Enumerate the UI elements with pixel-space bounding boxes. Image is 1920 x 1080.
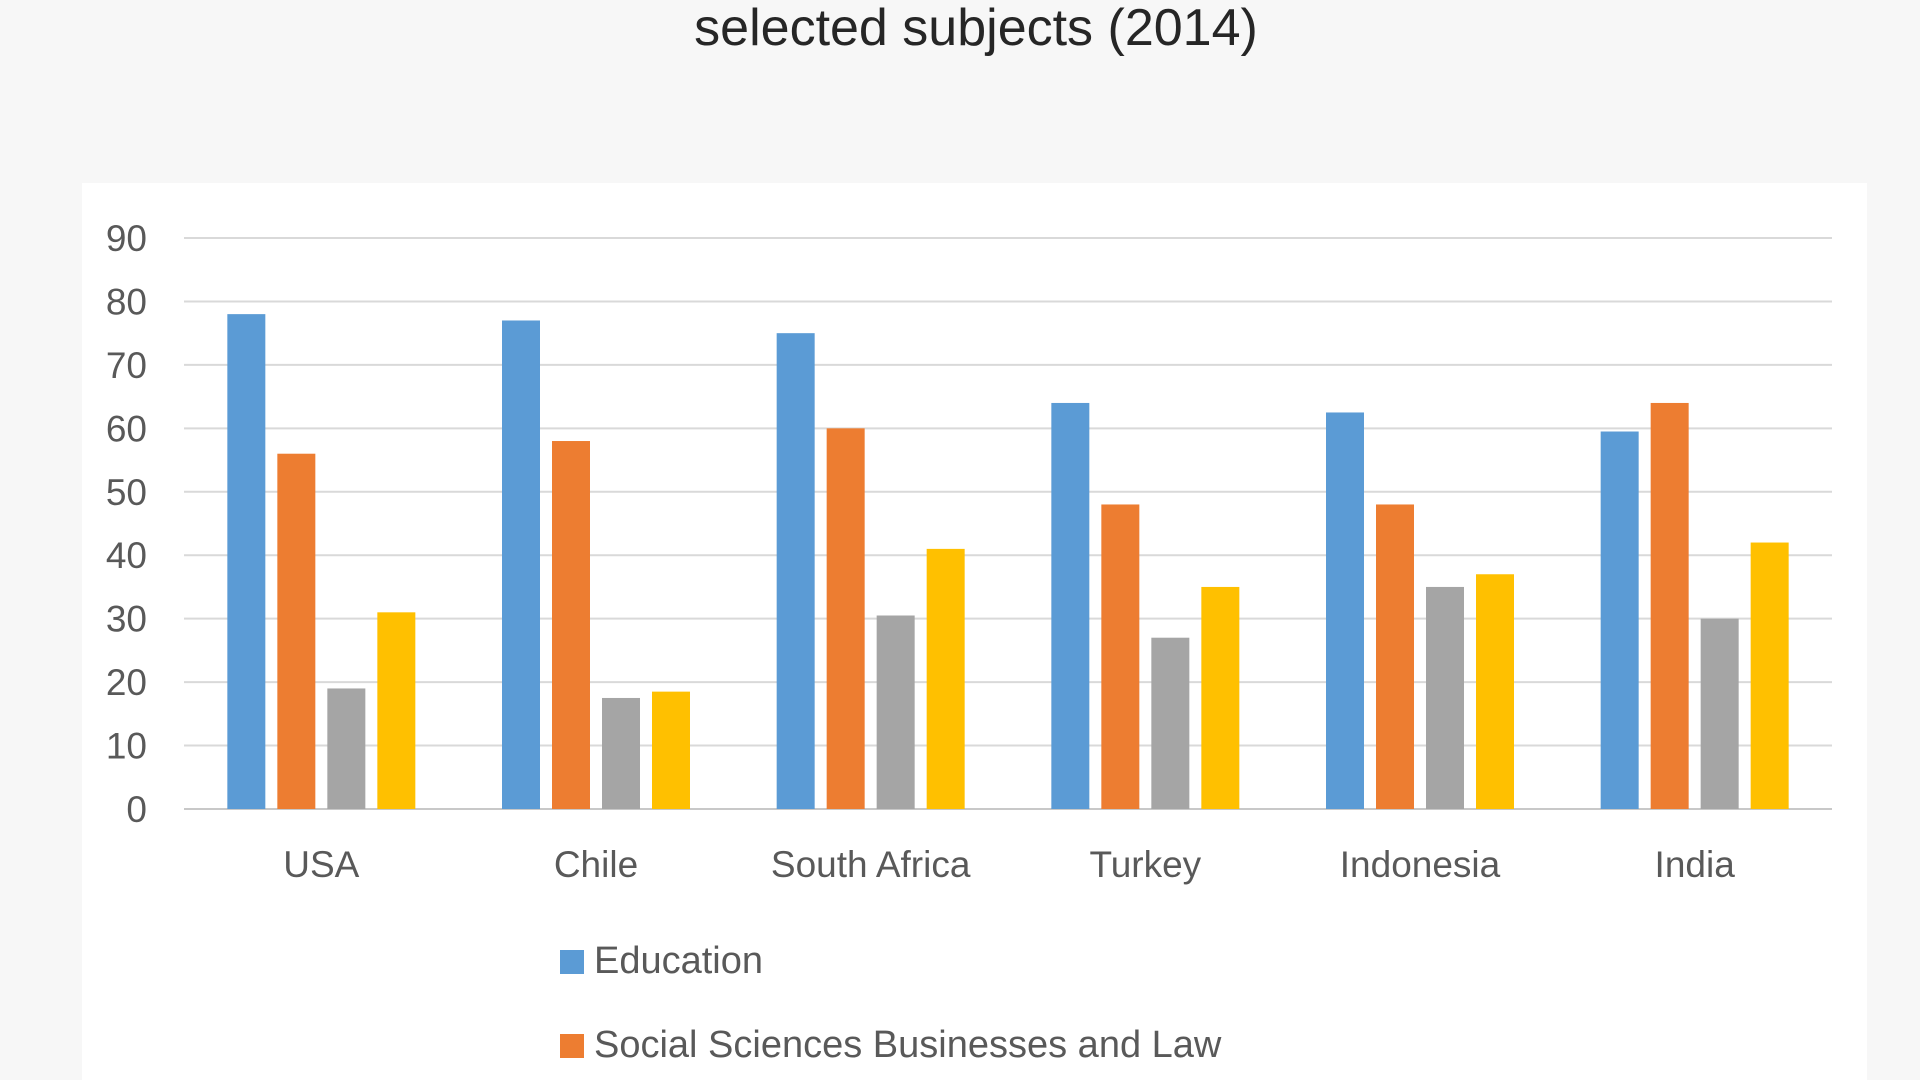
y-tick-label: 20 (106, 662, 147, 703)
bar-3-0 (1051, 402, 1090, 809)
bar-2-2 (876, 615, 915, 809)
legend-swatch-education (560, 949, 584, 974)
bar-1-1 (552, 441, 590, 809)
bar-0-0 (227, 314, 266, 809)
x-category-label: Indonesia (1340, 844, 1501, 885)
legend-label-social-sciences: Social Sciences Businesses and Law (594, 1024, 1222, 1066)
bar-5-0 (1600, 431, 1639, 809)
bar-3-1 (1101, 504, 1140, 809)
bar-4-1 (1376, 504, 1414, 809)
bar-4-3 (1476, 574, 1514, 809)
bar-5-1 (1650, 402, 1689, 809)
bar-1-3 (652, 691, 690, 809)
y-tick-label: 0 (126, 789, 147, 830)
y-tick-label: 30 (106, 599, 147, 640)
x-category-label: South Africa (771, 844, 971, 885)
y-tick-label: 40 (106, 535, 147, 576)
y-tick-label: 10 (106, 726, 147, 767)
bar-0-2 (327, 688, 366, 809)
bar-5-2 (1700, 618, 1739, 809)
chart-title: selected subjects (2014) (694, 0, 1258, 57)
x-category-label: USA (283, 844, 359, 885)
legend-swatch-social-sciences (560, 1033, 584, 1058)
bar-2-1 (826, 428, 865, 809)
y-tick-label: 60 (106, 408, 147, 449)
legend-item-social-sciences: Social Sciences Businesses and Law (560, 1024, 1221, 1067)
x-category-label: Chile (554, 844, 638, 885)
y-tick-label: 50 (106, 472, 147, 513)
bar-4-0 (1326, 412, 1364, 809)
bar-1-2 (602, 697, 640, 809)
bar-2-3 (926, 548, 965, 809)
legend-item-education: Education (560, 940, 763, 983)
bar-4-2 (1426, 586, 1464, 809)
bar-0-3 (377, 612, 416, 809)
y-tick-label: 80 (106, 281, 147, 322)
y-tick-label: 90 (106, 218, 147, 259)
x-category-label: India (1655, 844, 1736, 885)
bar-0-1 (277, 453, 316, 809)
bar-2-0 (776, 333, 815, 809)
bar-5-3 (1750, 542, 1789, 809)
legend-label-education: Education (594, 940, 764, 982)
bar-3-2 (1151, 637, 1190, 809)
bar-1-0 (502, 320, 540, 809)
bar-3-3 (1201, 586, 1240, 809)
y-tick-label: 70 (106, 345, 147, 386)
x-category-label: Turkey (1089, 844, 1201, 885)
